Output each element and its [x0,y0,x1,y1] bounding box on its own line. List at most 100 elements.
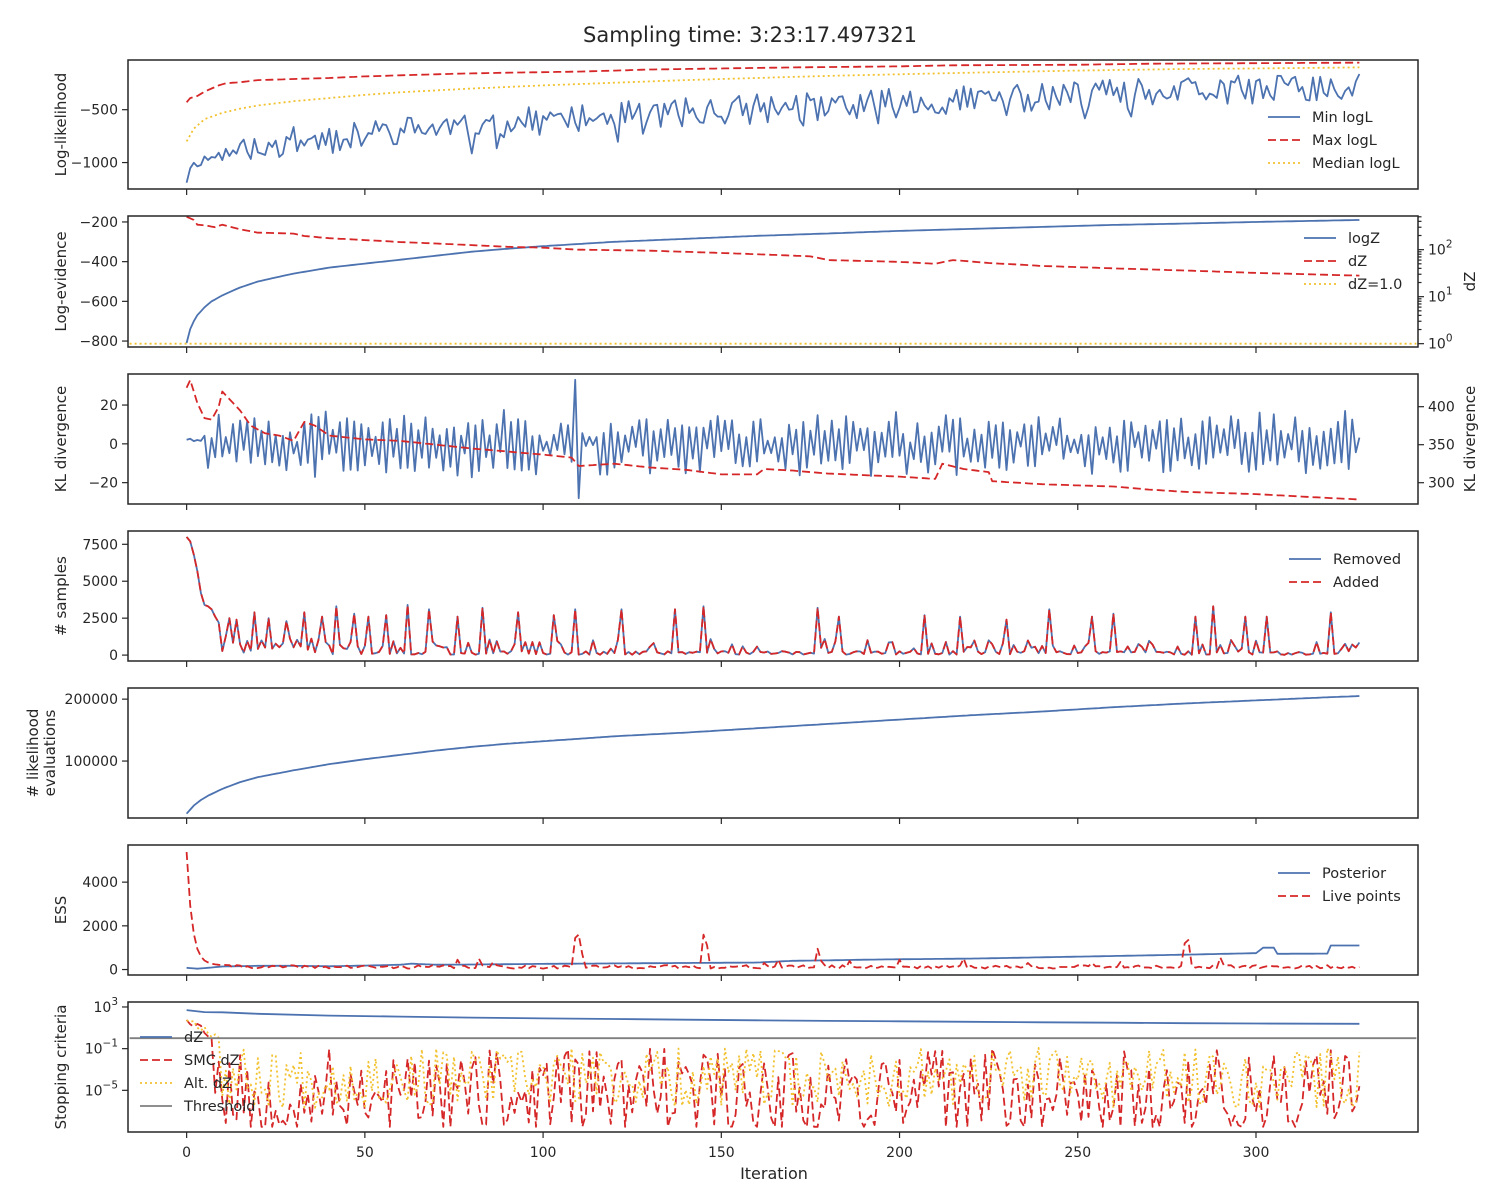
series-line-posterior [186,944,1360,970]
legend: dZ SMC dZ Alt. dZ Threshold [140,1030,255,1115]
series-line-p5-0 [185,695,1360,815]
panel-3: 20 0 −20 400 350 300 KL divergence KL divergenc… [52,373,1479,510]
panel-6: 4000 2000 0 ESS Posterior Live points [52,844,1419,981]
tick-label: 5000 [82,574,118,590]
plot-area [185,695,1360,815]
panel-2: −200 −400 −600 −800 102 101 100 dZ Log-evidence l… [52,215,1479,353]
series-line-added [185,536,1361,656]
x-tick-label: 50 [356,1145,374,1161]
plot-area [185,851,1360,970]
legend-label: logZ [1348,231,1380,247]
series-line-p3-1 [185,379,1360,501]
legend: Posterior Live points [1278,866,1401,905]
axes-frame [127,59,1419,190]
series-line-dz [186,1009,1360,1025]
series-line-live-points [185,851,1360,970]
tick-label: 400 [1428,400,1455,416]
tick-label: 300 [1428,476,1455,492]
plot-area [185,536,1361,656]
plot-area [185,61,1361,183]
y-axis-label: Log-likelihood [52,73,70,177]
panel-5: 200000 100000 # likelihoodevaluations [24,687,1419,824]
tick-label: 20 [100,398,118,414]
tick-label: −1000 [71,156,118,172]
tick-label: 0 [109,648,118,664]
y-axis-label-line: evaluations [41,709,59,796]
legend-label: Min logL [1312,110,1373,126]
plot-area [129,216,1417,345]
tick-label: −600 [80,294,118,310]
axes-frame [127,687,1419,819]
series-line-min-logl [185,73,1361,183]
legend: logZ dZ dZ=1.0 [1304,231,1402,293]
panel-4: 7500 5000 2500 0 # samples Removed Added [52,530,1419,667]
tick-exponent: 2 [1446,239,1453,251]
tick-label: 0 [109,963,118,979]
plot-area [129,1009,1417,1128]
x-tick-label: 200 [886,1145,913,1161]
y-axis-label: # samples [52,556,70,636]
y-axis-label-line: # likelihood [24,709,42,798]
axes-frame [127,373,1419,505]
tick-label: 0 [109,437,118,453]
legend-label: Posterior [1322,866,1386,882]
y-axis-label: Log-evidence [52,231,70,331]
tick-label: 350 [1428,438,1455,454]
legend-label: SMC dZ [184,1053,240,1069]
x-tick-label: 0 [182,1145,191,1161]
x-tick-label: 100 [530,1145,557,1161]
legend-label: Max logL [1312,133,1377,149]
axes-frame [127,215,1419,348]
tick-exponent: 0 [1446,333,1453,345]
tick-label: 103 [93,996,118,1016]
series-line-logz [185,219,1360,344]
y2-axis-label: KL divergence [1461,386,1479,492]
y-axis-label: # likelihoodevaluations [24,709,59,798]
legend-label: Alt. dZ [184,1076,232,1092]
legend-label: dZ=1.0 [1348,277,1402,293]
tick-label: −20 [88,476,118,492]
series-line-p3-0 [186,378,1361,500]
legend-label: dZ [184,1030,203,1046]
y2-axis-label: dZ [1461,272,1479,292]
tick-label: 2000 [82,919,118,935]
x-tick-label: 300 [1243,1145,1270,1161]
tick-label: −200 [80,215,118,231]
tick-exponent: −5 [103,1079,118,1091]
tick-label: −400 [80,255,118,271]
plot-area [185,378,1361,501]
series-line-alt-dz [186,1019,1361,1109]
tick-label: 2500 [82,611,118,627]
axes-frame [127,530,1419,662]
tick-label: 100 [1428,333,1453,353]
series-line-removed [185,536,1361,656]
legend-label: Removed [1333,552,1401,568]
tick-label: 102 [1428,239,1453,259]
x-tick-label: 150 [708,1145,735,1161]
legend: Min logL Max logL Median logL [1268,110,1400,172]
x-tick-label: 250 [1064,1145,1091,1161]
tick-label: −800 [80,334,118,350]
legend: Removed Added [1289,552,1401,591]
series-line-max-logl [185,61,1360,103]
tick-label: 101 [1428,286,1453,306]
tick-label: 10−1 [85,1038,118,1058]
x-axis-label: Iteration [740,1164,808,1183]
tick-label: 100000 [65,754,118,770]
tick-label: 7500 [82,537,118,553]
figure-title: Sampling time: 3:23:17.497321 [583,23,917,47]
tick-label: 10−5 [85,1079,118,1099]
legend-label: Added [1333,575,1379,591]
y-axis-label: KL divergence [52,386,70,492]
legend-label: Live points [1322,889,1401,905]
tick-label: 4000 [82,875,118,891]
legend-label: Threshold [183,1099,255,1115]
axes-frame [127,844,1419,976]
series-line-median-logl [185,66,1360,142]
series-line-dz [186,216,1360,277]
panel-7: 0 50 100 150 200 250 300 103 10−1 10−5 Stopping cr… [52,996,1419,1161]
series-line-smc-dz [185,1019,1361,1128]
